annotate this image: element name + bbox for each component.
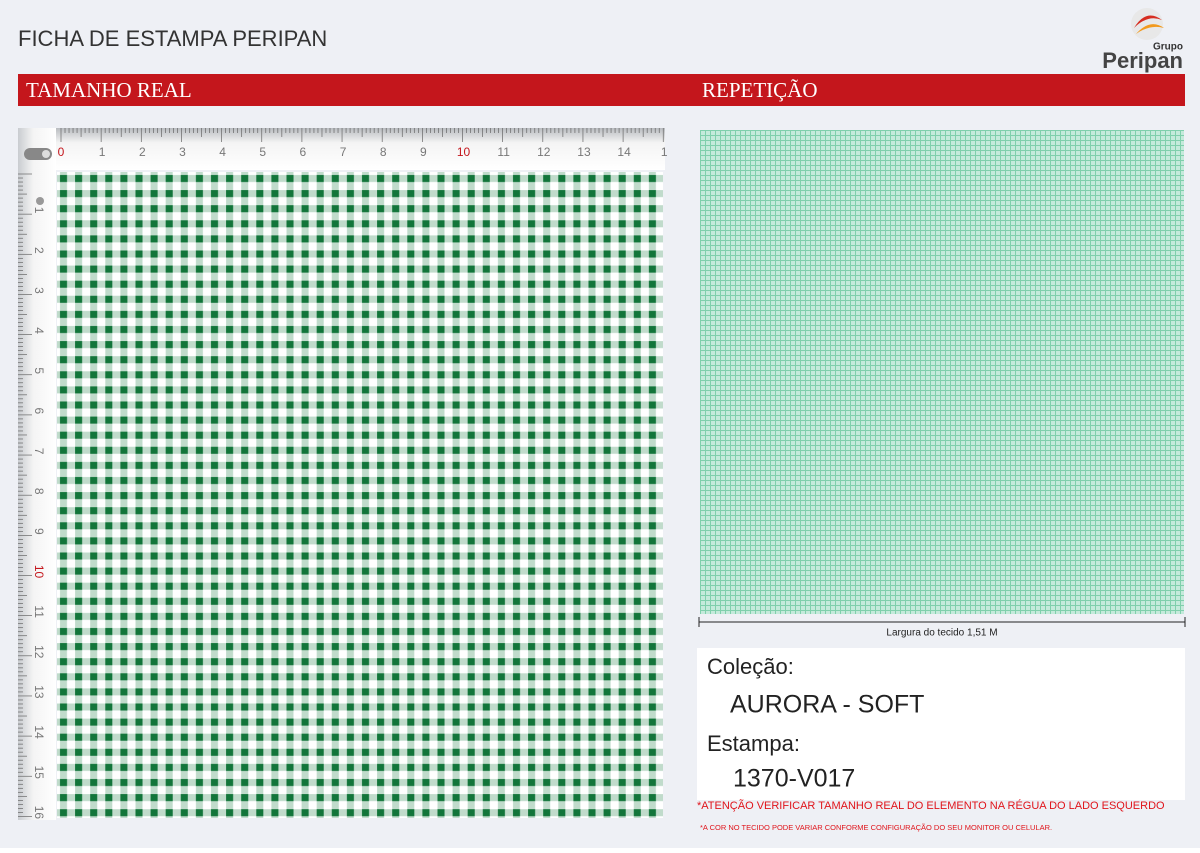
ruler-label: 11 bbox=[32, 605, 46, 618]
ruler-label: 11 bbox=[497, 145, 510, 159]
ruler-top bbox=[18, 128, 665, 170]
ruler-label: 1 bbox=[32, 207, 46, 214]
ruler-label: 13 bbox=[32, 685, 46, 699]
section-bar bbox=[18, 74, 1185, 106]
collection: AURORA - SOFT bbox=[730, 691, 924, 719]
ruler-label: 12 bbox=[32, 645, 46, 659]
ruler-label: 15 bbox=[32, 766, 46, 780]
ruler-label: 5 bbox=[32, 367, 46, 374]
ruler-label: 10 bbox=[32, 565, 46, 579]
print-label: Estampa: bbox=[707, 731, 800, 756]
ruler-label: 7 bbox=[32, 448, 46, 455]
ruler-label: 14 bbox=[32, 725, 46, 739]
ruler-label: 4 bbox=[32, 327, 46, 334]
collection-label: Coleção: bbox=[707, 654, 794, 679]
note: *A COR NO TECIDO PODE VARIAR CONFORME CO… bbox=[700, 823, 1052, 832]
ruler-label: 14 bbox=[617, 145, 631, 159]
ruler-label: 6 bbox=[300, 145, 307, 159]
section-right: REPETIÇÃO bbox=[702, 78, 818, 102]
ruler-label: 2 bbox=[32, 247, 46, 254]
ruler-label: 8 bbox=[380, 145, 387, 159]
ruler-label: 9 bbox=[32, 528, 46, 535]
ruler-label: 3 bbox=[179, 145, 186, 159]
info-box bbox=[697, 648, 1185, 800]
ruler-label: 16 bbox=[32, 806, 46, 820]
ruler-label: 2 bbox=[139, 145, 146, 159]
ruler-label: 0 bbox=[58, 145, 65, 159]
note: *ATENÇÃO VERIFICAR TAMANHO REAL DO ELEME… bbox=[697, 799, 1165, 812]
ruler-label: 7 bbox=[340, 145, 347, 159]
ruler-label: 3 bbox=[32, 287, 46, 294]
print-repeat bbox=[700, 130, 1184, 614]
ruler-left bbox=[18, 128, 56, 820]
ruler-label: 6 bbox=[32, 408, 46, 415]
print-code: 1370-V017 bbox=[733, 765, 855, 793]
ruler-label: 1 bbox=[661, 145, 668, 159]
ruler-label: 9 bbox=[420, 145, 427, 159]
width-label: Largura do tecido 1,51 M bbox=[886, 628, 997, 639]
section-left: TAMANHO REAL bbox=[26, 78, 192, 102]
print-real-size bbox=[57, 172, 663, 818]
ruler-label: 5 bbox=[259, 145, 266, 159]
ruler-label: 12 bbox=[537, 145, 551, 159]
logo-top: Grupo bbox=[1153, 42, 1183, 53]
ruler-label: 8 bbox=[32, 488, 46, 495]
ruler-label: 10 bbox=[457, 145, 471, 159]
ruler-label: 4 bbox=[219, 145, 226, 159]
logo-name: Peripan bbox=[1102, 48, 1183, 73]
width-line bbox=[698, 617, 1186, 627]
ruler-label: 1 bbox=[99, 145, 106, 159]
page-title: FICHA DE ESTAMPA PERIPAN bbox=[18, 26, 327, 51]
logo: Grupo Peripan bbox=[1102, 8, 1183, 73]
ruler-label: 13 bbox=[577, 145, 591, 159]
rulers: 0 1 2 3 4 5 6 7 8 9 10 11 12 13 14 11234567891011121314… bbox=[18, 128, 668, 820]
